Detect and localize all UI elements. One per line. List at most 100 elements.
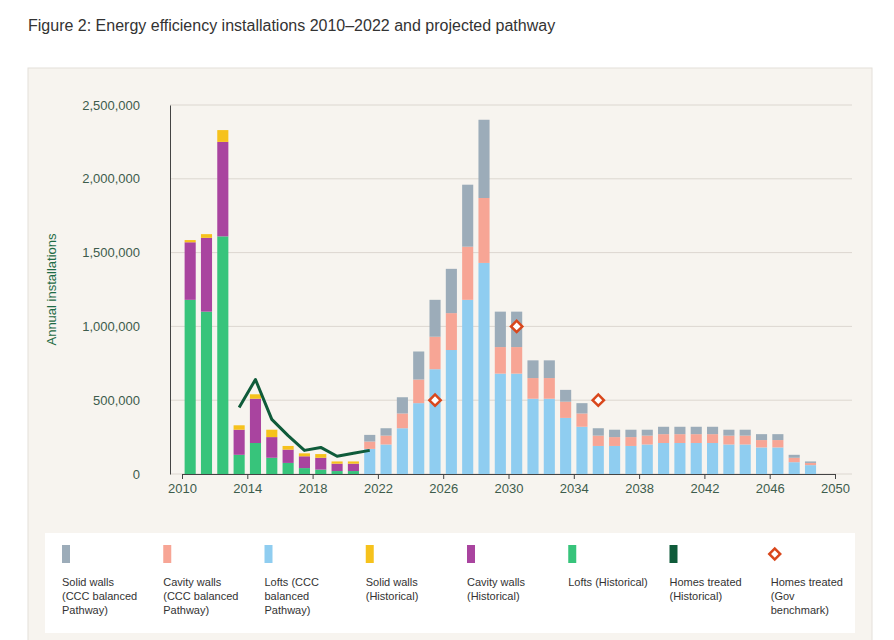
x-tick-label: 2022 <box>364 481 393 496</box>
bar <box>707 434 718 443</box>
legend-swatch <box>366 545 374 563</box>
bar <box>381 436 392 445</box>
point <box>429 395 440 406</box>
legend-box <box>45 533 855 633</box>
legend-swatch <box>467 545 475 563</box>
legend-label-line: (Historical) <box>467 590 520 602</box>
bar <box>511 347 522 374</box>
bar <box>234 430 245 455</box>
bar <box>266 437 277 458</box>
bar <box>348 471 359 474</box>
bar <box>805 463 816 465</box>
bar <box>789 455 800 458</box>
legend-label-line: (Historical) <box>366 590 419 602</box>
legend-swatch <box>769 549 780 560</box>
bar <box>625 437 636 446</box>
bar <box>658 434 669 443</box>
bar <box>707 443 718 474</box>
bar <box>658 427 669 434</box>
x-tick-mark <box>443 474 444 479</box>
y-axis-title: Annual installations <box>44 233 59 346</box>
x-tick: 2038 <box>625 474 654 496</box>
bar <box>593 446 604 474</box>
bar <box>348 461 359 463</box>
plot-area <box>185 120 816 474</box>
legend-label-line: Pathway) <box>265 604 311 616</box>
bar <box>185 300 196 474</box>
x-tick-mark <box>770 474 771 479</box>
legend-label: Lofts (Historical) <box>568 576 647 588</box>
bar <box>642 444 653 474</box>
legend: Solid walls(CCC balancedPathway) Cavity w… <box>45 533 855 633</box>
line <box>239 380 370 457</box>
legend-label-line: (Historical) <box>670 590 723 602</box>
x-tick-label: 2018 <box>299 481 328 496</box>
x-tick-mark <box>182 474 183 479</box>
bar <box>691 427 702 434</box>
bar <box>462 300 473 474</box>
bar <box>740 430 751 436</box>
bar <box>413 380 424 404</box>
bar <box>511 312 522 347</box>
chart-svg: Figure 2: Energy efficiency installation… <box>0 0 894 640</box>
bar <box>315 470 326 474</box>
bar <box>772 447 783 474</box>
bar <box>478 198 489 263</box>
legend-label: Homes treated (Historical) <box>670 576 742 602</box>
x-tick: 2018 <box>299 474 328 496</box>
bar <box>495 374 506 474</box>
bar <box>429 337 440 369</box>
bar <box>413 351 424 379</box>
bar <box>348 464 359 471</box>
point <box>593 395 604 406</box>
bar <box>332 464 343 471</box>
bar <box>495 347 506 374</box>
legend-label-line: balanced <box>265 590 310 602</box>
legend-label: Homes treated(Govbenchmark) <box>771 576 843 616</box>
bar <box>381 428 392 435</box>
legend-label-line: Cavity walls <box>467 576 526 588</box>
bar <box>234 425 245 429</box>
bar <box>185 240 196 242</box>
bar <box>315 454 326 458</box>
legend-label: Solid walls(CCC balancedPathway) <box>62 576 137 616</box>
x-tick-mark <box>378 474 379 479</box>
x-tick: 2034 <box>560 474 589 496</box>
bar <box>462 185 473 247</box>
legend-label: Solid walls (Historical) <box>366 576 419 602</box>
bar <box>560 390 571 402</box>
legend-label-line: (Gov <box>771 590 795 602</box>
x-tick-mark <box>574 474 575 479</box>
legend-label: Cavity walls(CCC balancedPathway) <box>163 576 238 616</box>
chart-panel <box>28 68 872 640</box>
x-tick-label: 2030 <box>495 481 524 496</box>
legend-swatch <box>670 545 678 563</box>
bar <box>707 427 718 434</box>
x-tick: 2014 <box>233 474 262 496</box>
x-tick: 2022 <box>364 474 393 496</box>
legend-label-line: Solid walls <box>366 576 418 588</box>
y-tick: 1,000,000 <box>82 319 170 334</box>
bar <box>446 313 457 350</box>
x-tick-mark <box>509 474 510 479</box>
y-tick-label: 500,000 <box>93 393 140 408</box>
bar <box>576 403 587 413</box>
bar <box>397 413 408 428</box>
legend-label-line: Homes treated <box>670 576 742 588</box>
bar <box>234 455 245 474</box>
bar <box>642 430 653 436</box>
legend-swatch <box>163 545 171 563</box>
bar <box>413 403 424 474</box>
bar <box>527 360 538 378</box>
bar <box>201 312 212 474</box>
x-tick-label: 2026 <box>429 481 458 496</box>
y-axis-line <box>170 106 171 475</box>
bar <box>201 234 212 238</box>
bar <box>593 428 604 435</box>
bar <box>332 471 343 474</box>
legend-swatch <box>265 545 273 563</box>
bar <box>723 436 734 445</box>
x-tick-mark <box>313 474 314 479</box>
grid-line <box>170 252 852 253</box>
legend-label-line: Pathway) <box>163 604 209 616</box>
